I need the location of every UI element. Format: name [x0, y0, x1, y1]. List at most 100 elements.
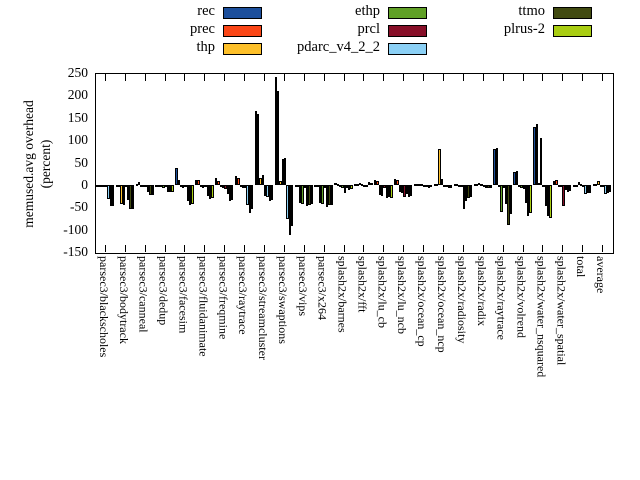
- bar-thp: [199, 184, 203, 188]
- bar-prec: [117, 184, 121, 187]
- bar-prcl: [323, 184, 326, 189]
- bar-ethp: [241, 184, 245, 189]
- x-tick-mark: [582, 245, 584, 252]
- bar-prcl: [602, 184, 605, 187]
- bar-plrus-2: [131, 184, 135, 209]
- bar-rec: [553, 181, 556, 185]
- bar-prec: [535, 124, 538, 185]
- x-tick-label: splash2x/lu_ncb: [395, 256, 410, 334]
- bar-ttmo: [566, 184, 570, 192]
- bar-ethp: [520, 184, 523, 188]
- x-tick-label: parsec3/dedup: [156, 256, 171, 326]
- bar-rec: [394, 178, 397, 185]
- bar-rec: [215, 178, 218, 185]
- bar-ttmo: [169, 184, 172, 193]
- bar-pdarc_v4_2_2: [405, 184, 408, 194]
- bar-pdarc_v4_2_2: [186, 184, 190, 201]
- bar-ttmo: [248, 184, 252, 213]
- x-tick-mark: [363, 245, 365, 252]
- bar-pdarc_v4_2_2: [127, 184, 130, 201]
- bar-ttmo: [348, 184, 351, 191]
- bar-prcl: [204, 184, 207, 188]
- bar-ethp: [361, 183, 364, 186]
- bar-thp: [398, 184, 401, 192]
- bar-prcl: [502, 184, 505, 189]
- bar-prcl: [343, 184, 346, 194]
- legend-swatch-pdarc_v4_2_2: [388, 43, 427, 55]
- bar-plrus-2: [171, 184, 174, 193]
- y-tick-label: 0: [81, 176, 88, 192]
- bar-prec: [376, 181, 379, 185]
- bar-prec: [296, 184, 300, 187]
- x-tick-label: parsec3/raytrace: [236, 256, 251, 335]
- bar-ttmo: [447, 184, 450, 188]
- bar-rec: [195, 180, 198, 185]
- bar-plrus-2: [529, 184, 532, 213]
- bar-plrus-2: [350, 184, 353, 189]
- bar-ttmo: [507, 184, 510, 226]
- x-tick-mark: [602, 245, 604, 252]
- bar-prec: [237, 178, 240, 185]
- x-tick-label: splash2x/water_spatial: [554, 256, 569, 366]
- bar-prcl: [303, 184, 307, 188]
- bar-pdarc_v4_2_2: [345, 184, 349, 189]
- bar-thp: [319, 184, 322, 203]
- bar-prec: [575, 184, 578, 187]
- bar-prec: [436, 183, 439, 186]
- bar-plrus-2: [569, 184, 572, 192]
- legend-swatch-prcl: [388, 25, 427, 37]
- bar-thp: [219, 184, 222, 187]
- bar-prec: [177, 180, 180, 185]
- bar-prec: [595, 183, 598, 186]
- bar-rec: [374, 180, 377, 185]
- x-tick-label: parsec3/x264: [315, 256, 330, 320]
- bar-pdarc_v4_2_2: [544, 184, 547, 206]
- bar-plrus-2: [270, 184, 274, 200]
- x-tick-mark: [403, 74, 405, 81]
- bar-prcl: [144, 184, 147, 187]
- x-tick-mark: [482, 245, 484, 252]
- bar-rec: [572, 184, 576, 187]
- bar-ttmo: [308, 184, 311, 205]
- bar-thp: [498, 184, 501, 188]
- x-tick-mark: [244, 245, 246, 252]
- bar-rec: [592, 183, 596, 186]
- bar-prcl: [283, 158, 287, 185]
- bar-rec: [473, 183, 476, 186]
- legend-swatch-plrus-2: [553, 25, 592, 37]
- x-tick-mark: [442, 74, 444, 81]
- bar-prec: [257, 114, 260, 185]
- bar-pdarc_v4_2_2: [266, 184, 269, 198]
- plot-area: [95, 73, 614, 254]
- bar-prec: [336, 183, 339, 186]
- x-tick-mark: [144, 74, 146, 81]
- x-tick-label: parsec3/freqmine: [216, 256, 231, 340]
- x-tick-mark: [423, 245, 425, 252]
- x-tick-mark: [204, 245, 206, 252]
- x-tick-label: splash2x/radix: [474, 256, 489, 326]
- bar-ttmo: [368, 182, 371, 185]
- y-tick-label: 100: [67, 132, 88, 148]
- x-tick-label: parsec3/fluidanimate: [196, 256, 211, 357]
- bar-ttmo: [129, 184, 132, 210]
- x-tick-mark: [164, 245, 166, 252]
- x-tick-mark: [383, 74, 385, 81]
- bar-ethp: [122, 184, 125, 205]
- bar-prec: [515, 171, 518, 185]
- bar-prec: [495, 148, 499, 185]
- x-tick-mark: [303, 74, 305, 81]
- bar-ethp: [400, 184, 404, 193]
- bar-prcl: [244, 184, 247, 188]
- bar-ethp: [202, 184, 205, 189]
- x-tick-mark: [602, 74, 604, 81]
- bar-ethp: [261, 175, 265, 185]
- x-tick-mark: [104, 245, 106, 252]
- bar-ethp: [420, 183, 424, 186]
- bar-rec: [115, 184, 118, 187]
- bar-ethp: [301, 184, 304, 204]
- bar-thp: [239, 184, 242, 188]
- bar-plrus-2: [390, 184, 393, 198]
- bar-thp: [537, 183, 541, 186]
- bar-prcl: [363, 184, 366, 187]
